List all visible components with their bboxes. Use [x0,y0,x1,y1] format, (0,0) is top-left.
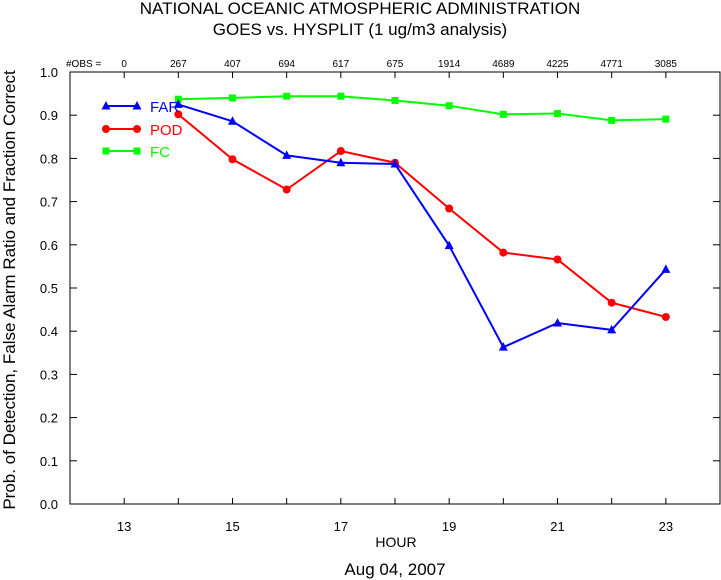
legend: FAR POD FC [101,99,183,161]
obs-count: 675 [387,59,404,70]
obs-count: 4689 [492,59,515,70]
data-point-far [661,264,671,273]
y-axis: 0.0 0.1 0.2 0.3 0.4 0.5 0.6 0.7 0.8 0.9 1.0 [40,65,720,512]
data-point-far [498,342,508,351]
obs-counts: 0 267 407 694 617 675 1914 4689 4225 4771 3085 [121,59,677,70]
data-point-pod [445,204,454,213]
y-tick-label: 0.2 [40,411,58,426]
legend-marker-end [133,125,141,133]
legend-label: POD [150,122,183,139]
data-point-fc [445,102,453,110]
data-point-fc [554,109,561,117]
obs-count: 1914 [438,59,461,70]
legend-label: FC [150,144,170,161]
obs-count: 694 [278,59,295,70]
y-tick-label: 0.8 [40,151,58,166]
series-pod [174,110,670,321]
legend-marker-start [102,147,110,155]
x-tick-label: 13 [117,519,131,534]
data-point-pod [553,255,562,264]
legend-marker-end [133,147,141,155]
chart-title: NATIONAL OCEANIC ATMOSPHERIC ADMINISTRAT… [140,0,580,18]
obs-count: 3085 [655,59,678,70]
y-tick-label: 0.0 [40,497,58,512]
data-point-pod [174,110,183,119]
y-tick-label: 0.1 [40,454,58,469]
x-axis: 13 15 17 19 21 23 [69,72,721,534]
series-line-far [178,103,667,349]
series-fc [174,92,670,124]
data-point-fc [662,115,670,123]
x-tick-label: 21 [550,519,564,534]
chart-subtitle: GOES vs. HYSPLIT (1 ug/m3 analysis) [213,20,507,39]
data-point-fc [283,92,291,100]
data-point-far [444,240,454,250]
data-point-pod [499,248,508,257]
data-point-far [282,150,292,159]
obs-count: 617 [332,59,349,70]
y-tick-label: 0.4 [40,324,58,339]
x-tick-label: 17 [334,519,348,534]
x-tick-label: 23 [659,519,673,534]
y-axis-label: Prob. of Detection, False Alarm Ratio an… [0,70,19,510]
x-tick-label: 19 [442,519,456,534]
y-tick-label: 0.3 [40,367,58,382]
series-line-pod [177,113,667,318]
legend-marker-start [101,101,111,110]
data-point-pod [336,147,345,156]
date-label: Aug 04, 2007 [344,560,445,579]
y-tick-label: 0.9 [40,108,58,123]
obs-count: 267 [170,59,187,70]
y-tick-label: 0.7 [40,195,58,210]
y-tick-label: 1.0 [40,65,58,80]
data-point-fc [391,97,399,105]
data-point-far [390,159,400,168]
data-point-far [228,116,237,125]
legend-marker-start [102,125,110,133]
data-point-pod [607,298,616,307]
obs-count: 0 [121,59,127,70]
series [173,92,671,351]
data-point-fc [174,95,182,103]
data-point-far [607,324,617,334]
obs-count: 4225 [546,59,569,70]
data-point-far [336,157,346,167]
legend-item-pod: POD [102,122,183,139]
y-tick-label: 0.6 [40,238,58,253]
legend-marker-end [132,101,142,110]
data-point-fc [337,92,345,100]
obs-count: 407 [224,59,241,70]
data-point-pod [228,155,237,164]
data-point-fc [229,94,236,102]
legend-item-far: FAR [101,99,179,116]
data-point-fc [499,110,507,118]
legend-label: FAR [150,99,179,116]
data-point-far [553,317,562,327]
x-tick-label: 15 [225,519,239,534]
legend-item-fc: FC [102,144,170,161]
obs-count: 4771 [601,59,624,70]
data-point-pod [661,312,670,321]
series-far [173,99,671,351]
data-point-pod [282,185,291,194]
series-line-fc [178,95,666,122]
data-point-fc [608,116,616,124]
data-point-far [173,99,183,108]
obs-label: #OBS = [66,59,101,70]
y-tick-label: 0.5 [40,281,58,296]
x-axis-label: HOUR [375,534,416,550]
